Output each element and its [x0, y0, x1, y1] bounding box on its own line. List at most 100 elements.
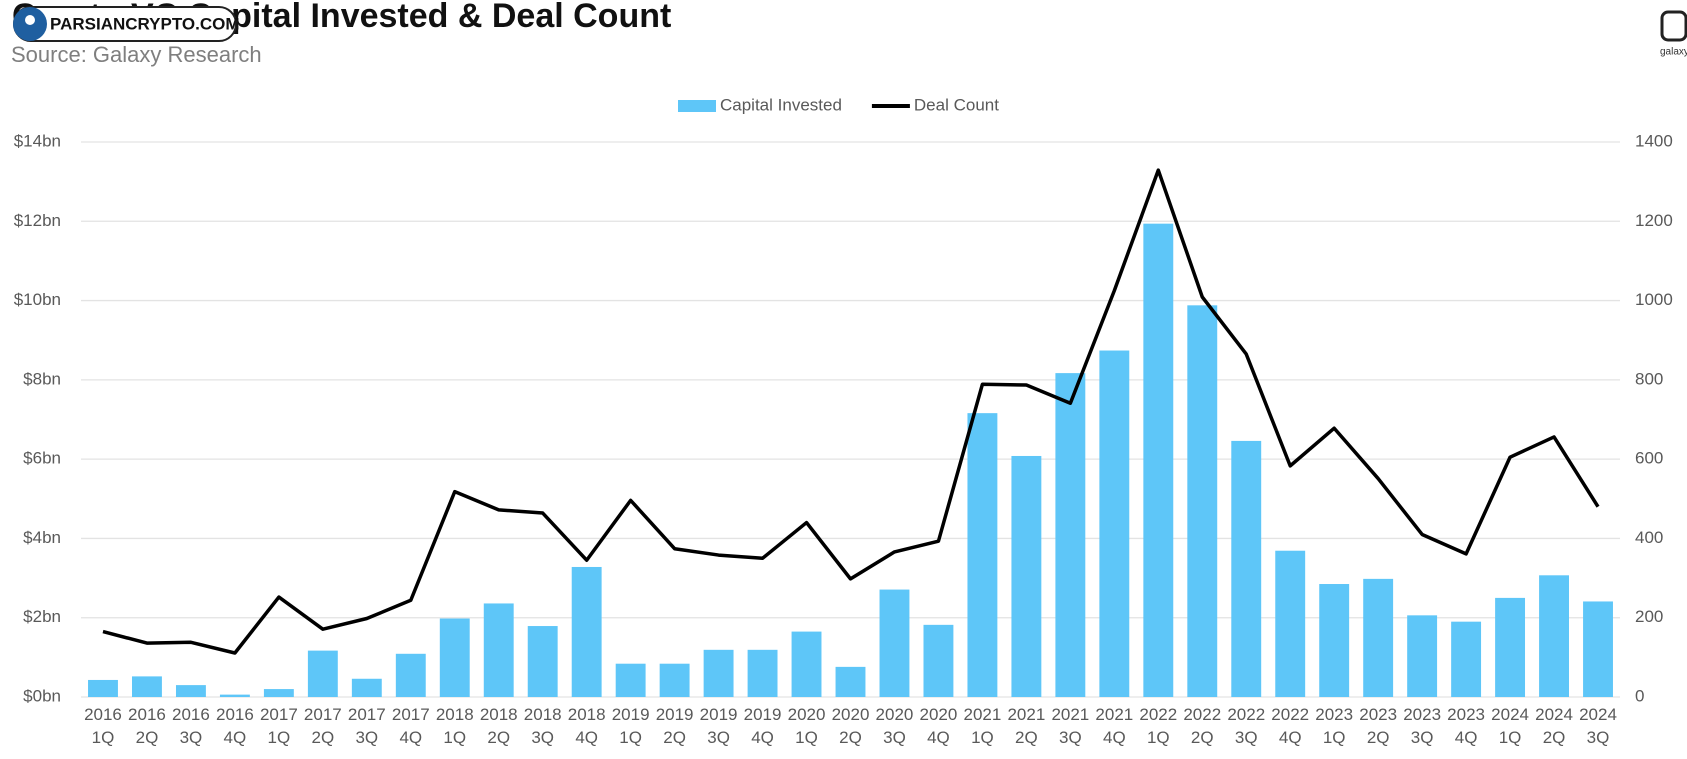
x-tick-year: 2018: [480, 705, 518, 724]
bar: [1539, 575, 1569, 697]
y2-tick-label: 1000: [1635, 290, 1673, 309]
x-tick-label: 2020 4Q: [920, 705, 958, 747]
x-tick-quarter: 3Q: [707, 728, 730, 747]
bar: [1055, 373, 1086, 697]
x-tick-year: 2017: [392, 705, 430, 724]
y-tick-label: $0bn: [23, 686, 61, 705]
y2-tick-label: 1400: [1635, 131, 1673, 150]
y-tick-label: $12bn: [14, 211, 61, 230]
x-tick-year: 2021: [964, 705, 1002, 724]
x-tick-label: 2020 3Q: [876, 705, 914, 747]
x-tick-quarter: 4Q: [575, 728, 598, 747]
x-tick-label: 2021 2Q: [1007, 705, 1045, 747]
x-tick-quarter: 2Q: [839, 728, 862, 747]
x-tick-year: 2019: [656, 705, 694, 724]
x-tick-year: 2019: [744, 705, 782, 724]
bar: [88, 679, 118, 697]
x-tick-year: 2023: [1447, 705, 1485, 724]
bar: [1275, 550, 1306, 697]
x-tick-year: 2023: [1359, 705, 1397, 724]
x-tick-quarter: 4Q: [1455, 728, 1478, 747]
x-tick-year: 2017: [304, 705, 342, 724]
x-tick-quarter: 1Q: [268, 728, 291, 747]
x-tick-quarter: 4Q: [399, 728, 422, 747]
x-tick-quarter: 4Q: [751, 728, 774, 747]
y-tick-label: $14bn: [14, 131, 61, 150]
x-tick-year: 2019: [612, 705, 650, 724]
x-tick-year: 2022: [1183, 705, 1221, 724]
x-tick-label: 2021 1Q: [964, 705, 1002, 747]
bar: [879, 589, 910, 697]
bar: [1143, 223, 1174, 697]
x-tick-quarter: 2Q: [663, 728, 686, 747]
y-tick-label: $8bn: [23, 369, 61, 388]
x-tick-quarter: 1Q: [795, 728, 818, 747]
x-tick-year: 2017: [348, 705, 386, 724]
x-tick-year: 2018: [524, 705, 562, 724]
y2-tick-label: 1200: [1635, 211, 1673, 230]
x-tick-label: 2019 3Q: [700, 705, 738, 747]
bar: [659, 663, 690, 697]
bar: [175, 685, 206, 697]
x-tick-quarter: 2Q: [1191, 728, 1214, 747]
x-tick-year: 2024: [1579, 705, 1617, 724]
x-tick-label: 2018 3Q: [524, 705, 562, 747]
bar: [703, 649, 734, 697]
x-tick-label: 2023 1Q: [1315, 705, 1353, 747]
x-tick-year: 2022: [1271, 705, 1309, 724]
x-tick-quarter: 3Q: [531, 728, 554, 747]
bar: [571, 566, 602, 697]
bar: [307, 650, 338, 697]
x-tick-year: 2016: [128, 705, 166, 724]
x-tick-quarter: 3Q: [1059, 728, 1082, 747]
x-tick-quarter: 1Q: [1323, 728, 1346, 747]
x-tick-label: 2024 1Q: [1491, 705, 1529, 747]
x-tick-label: 2021 3Q: [1051, 705, 1089, 747]
y-tick-label: $6bn: [23, 449, 61, 468]
x-tick-label: 2018 2Q: [480, 705, 518, 747]
x-tick-year: 2017: [260, 705, 298, 724]
legend-label: Deal Count: [914, 95, 999, 114]
y-tick-label: $10bn: [14, 290, 61, 309]
x-tick-year: 2018: [436, 705, 474, 724]
x-tick-label: 2019 1Q: [612, 705, 650, 747]
x-tick-label: 2019 2Q: [656, 705, 694, 747]
x-tick-label: 2017 1Q: [260, 705, 298, 747]
x-tick-year: 2018: [568, 705, 606, 724]
x-tick-year: 2023: [1315, 705, 1353, 724]
bar: [1407, 615, 1438, 697]
x-tick-quarter: 2Q: [1543, 728, 1566, 747]
y2-tick-label: 400: [1635, 528, 1663, 547]
x-tick-label: 2022 4Q: [1271, 705, 1309, 747]
bar: [1495, 597, 1526, 697]
x-tick-label: 2018 1Q: [436, 705, 474, 747]
bar: [615, 663, 646, 697]
x-tick-quarter: 3Q: [1587, 728, 1610, 747]
bar: [395, 653, 426, 697]
x-tick-year: 2021: [1095, 705, 1133, 724]
x-tick-year: 2024: [1535, 705, 1573, 724]
x-tick-quarter: 1Q: [92, 728, 115, 747]
line: [102, 168, 1600, 655]
x-tick-quarter: 1Q: [619, 728, 642, 747]
x-tick-label: 2020 2Q: [832, 705, 870, 747]
bar: [791, 631, 822, 697]
bar: [1231, 440, 1262, 697]
bar: [1011, 455, 1042, 697]
x-tick-quarter: 4Q: [224, 728, 247, 747]
bar: [1099, 350, 1130, 697]
x-tick-label: 2017 3Q: [348, 705, 386, 747]
x-tick-label: 2022 1Q: [1139, 705, 1177, 747]
x-tick-label: 2024 3Q: [1579, 705, 1617, 747]
bar: [967, 413, 998, 697]
y-tick-label: $4bn: [23, 528, 61, 547]
x-tick-quarter: 3Q: [355, 728, 378, 747]
x-tick-year: 2020: [788, 705, 826, 724]
x-tick-year: 2021: [1051, 705, 1089, 724]
y2-tick-label: 600: [1635, 449, 1663, 468]
x-tick-label: 2023 3Q: [1403, 705, 1441, 747]
x-tick-label: 2023 4Q: [1447, 705, 1485, 747]
x-tick-year: 2016: [172, 705, 210, 724]
x-tick-label: 2022 2Q: [1183, 705, 1221, 747]
logo: galaxy: [1660, 10, 1687, 58]
